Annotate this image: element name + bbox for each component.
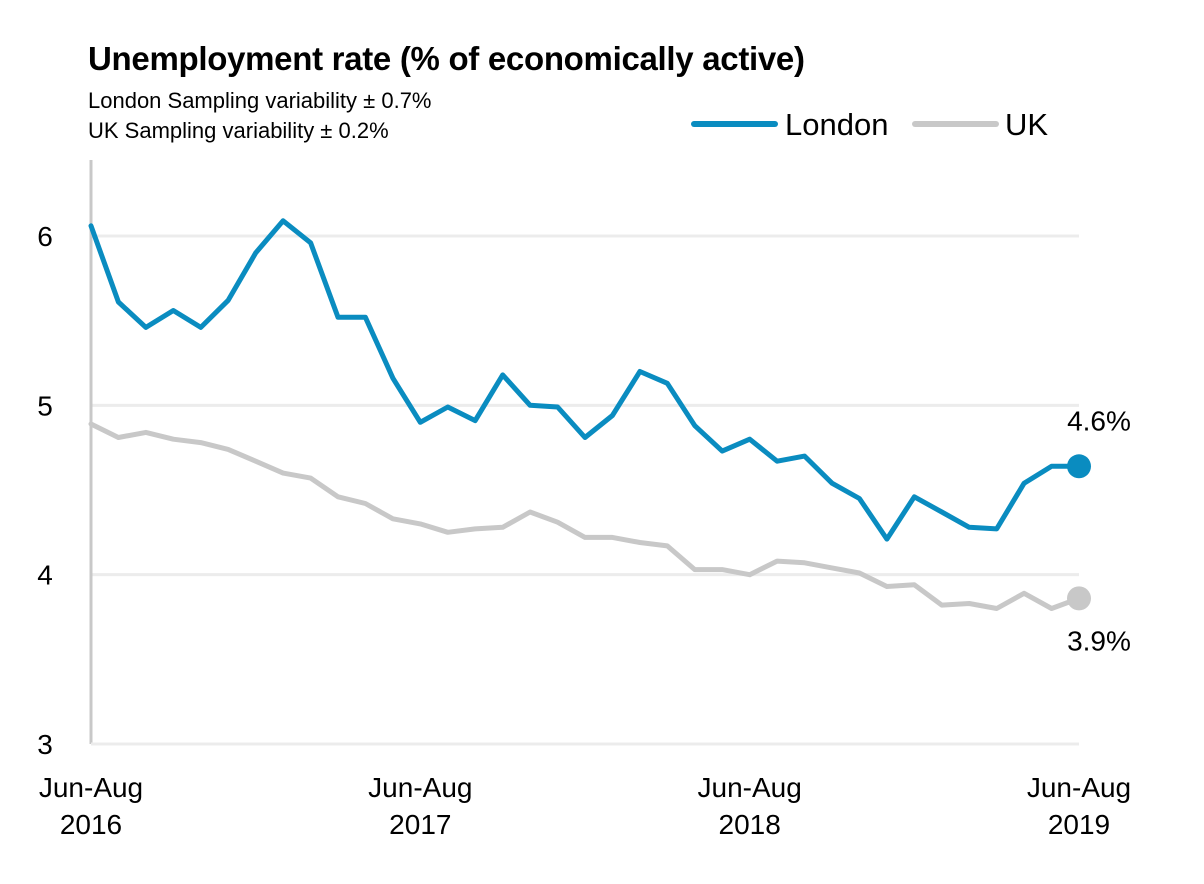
x-tick-label-line: Jun-Aug	[368, 772, 472, 803]
x-tick-label-line: Jun-Aug	[698, 772, 802, 803]
x-tick-label-line: 2017	[389, 809, 451, 840]
series-lines	[88, 218, 1091, 611]
gridlines	[91, 234, 1079, 577]
subtitle-london-variability: London Sampling variability ± 0.7%	[88, 88, 432, 113]
x-tick-label-line: 2016	[60, 809, 122, 840]
x-tick-label-2018: Jun-Aug 2018	[698, 772, 802, 840]
y-tick-label-3: 3	[37, 729, 53, 760]
end-value-label-london: 4.6%	[1067, 405, 1131, 436]
y-tick-label-5: 5	[37, 390, 53, 421]
legend: London UK	[691, 107, 1048, 142]
x-tick-label-2017: Jun-Aug 2017	[368, 772, 472, 840]
y-tick-label-4: 4	[37, 560, 53, 591]
legend-label-london: London	[785, 107, 888, 142]
end-value-label-uk: 3.9%	[1067, 625, 1131, 656]
x-tick-label-line: Jun-Aug	[1027, 772, 1131, 803]
x-tick-label-line: 2019	[1048, 809, 1110, 840]
x-tick-label-line: Jun-Aug	[39, 772, 143, 803]
x-tick-label-2016: Jun-Aug 2016	[39, 772, 143, 840]
series-end-point-london	[1067, 454, 1091, 479]
series-line-uk	[88, 421, 1082, 611]
legend-label-uk: UK	[1005, 107, 1048, 142]
chart-title: Unemployment rate (% of economically act…	[88, 40, 805, 77]
series-end-point-uk	[1067, 586, 1091, 611]
x-tick-label-2019: Jun-Aug 2019	[1027, 772, 1131, 840]
subtitle-uk-variability: UK Sampling variability ± 0.2%	[88, 118, 389, 143]
y-tick-label-6: 6	[37, 221, 53, 252]
x-tick-label-line: 2018	[719, 809, 781, 840]
axes	[89, 160, 1079, 746]
series-line-london	[88, 218, 1082, 542]
